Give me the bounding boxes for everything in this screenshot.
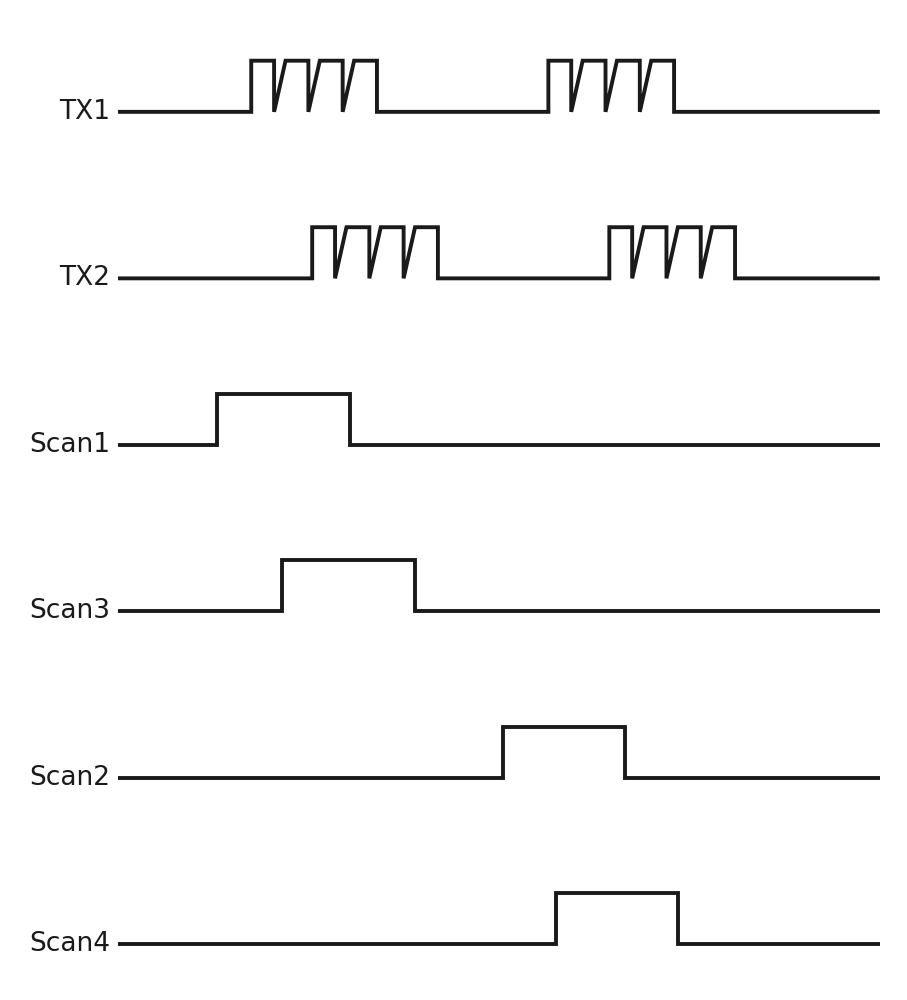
Text: Scan1: Scan1 [29, 432, 111, 458]
Text: Scan2: Scan2 [29, 765, 111, 791]
Text: TX2: TX2 [59, 265, 111, 291]
Text: Scan3: Scan3 [29, 598, 111, 624]
Text: TX1: TX1 [59, 99, 111, 125]
Text: Scan4: Scan4 [29, 931, 111, 957]
